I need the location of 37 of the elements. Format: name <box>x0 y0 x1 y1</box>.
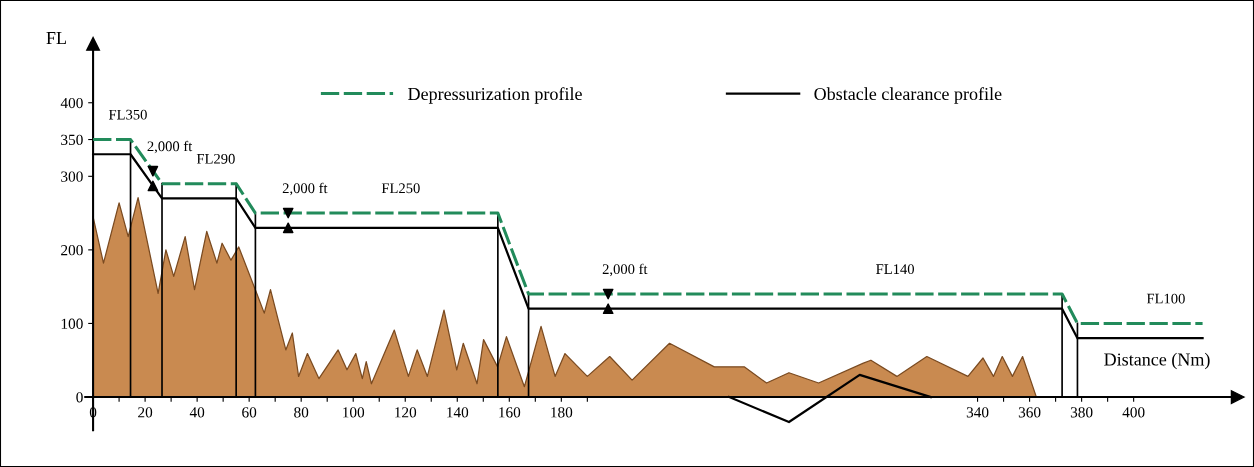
annotation: FL100 <box>1146 293 1185 304</box>
point <box>147 180 159 192</box>
x-tick-label: 340 <box>966 407 989 418</box>
annotation: FL250 <box>381 183 420 194</box>
y-tick-label: 100 <box>61 318 83 329</box>
y-tick-label: 400 <box>60 97 83 109</box>
annotation: 2,000 ft <box>147 140 193 154</box>
y-tick-label: 300 <box>61 171 83 182</box>
x-tick-label: 140 <box>447 407 469 418</box>
x-tick-label: 380 <box>1070 407 1093 418</box>
legend-label: Obstacle clearance profile <box>814 87 1002 104</box>
y-tick-label: 200 <box>61 245 83 256</box>
legend-label: Depressurization profile <box>408 87 582 104</box>
x-tick-label: 120 <box>395 407 417 418</box>
point <box>147 165 159 177</box>
x-tick-label: 400 <box>1122 407 1145 418</box>
x-tick-label: 100 <box>343 407 365 418</box>
x-tick-label: 40 <box>189 407 205 418</box>
y-tick-label: 0 <box>76 392 83 403</box>
point <box>602 303 614 315</box>
x-tick-label: 160 <box>499 407 521 418</box>
annotation: FL140 <box>876 264 914 275</box>
point <box>282 207 294 219</box>
x-tick-label: 80 <box>294 407 309 418</box>
x-tick-label: 20 <box>138 407 153 418</box>
x-axis-title: Distance (Nm) <box>1104 352 1210 370</box>
x-tick-label: 360 <box>1018 407 1041 418</box>
annotation: 2,000 ft <box>602 263 648 277</box>
point <box>602 288 614 300</box>
point <box>282 222 294 234</box>
annotation: FL290 <box>196 153 235 164</box>
annotation: FL350 <box>108 109 147 120</box>
x-tick-label: 60 <box>242 407 257 418</box>
y-tick-label: 350 <box>61 134 83 145</box>
x-tick-label: 180 <box>551 407 573 418</box>
y-axis-title: FL <box>46 32 66 44</box>
annotation: 2,000 ft <box>282 182 328 196</box>
